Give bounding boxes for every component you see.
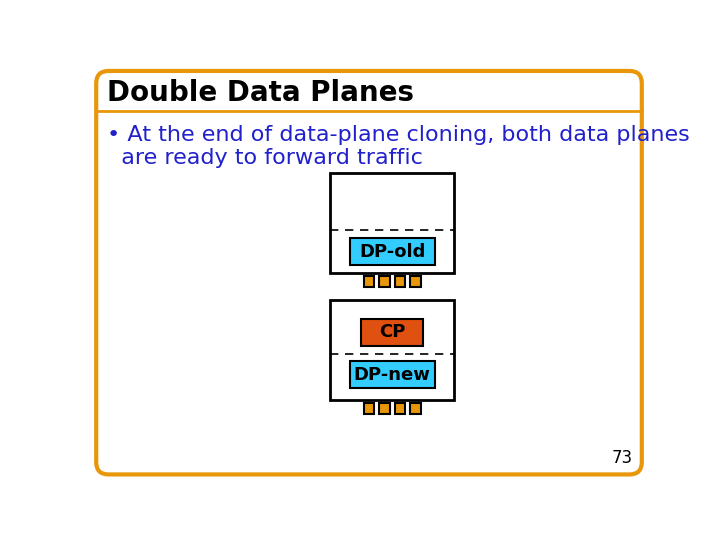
Bar — [379, 276, 390, 287]
FancyBboxPatch shape — [96, 71, 642, 475]
Text: DP-new: DP-new — [354, 366, 431, 384]
Text: are ready to forward traffic: are ready to forward traffic — [107, 148, 423, 168]
Bar — [364, 403, 374, 414]
Text: CP: CP — [379, 323, 405, 341]
Bar — [361, 319, 423, 346]
Bar — [330, 173, 454, 273]
Text: • At the end of data-plane cloning, both data planes: • At the end of data-plane cloning, both… — [107, 125, 690, 145]
Bar — [410, 276, 421, 287]
Bar — [350, 361, 435, 388]
Bar — [410, 403, 421, 414]
Bar — [379, 403, 390, 414]
Text: 73: 73 — [611, 449, 632, 467]
Text: DP-old: DP-old — [359, 242, 426, 260]
Bar — [395, 403, 405, 414]
Text: Double Data Planes: Double Data Planes — [107, 78, 414, 106]
Bar — [350, 238, 435, 265]
Bar — [330, 300, 454, 400]
Bar — [395, 276, 405, 287]
Bar — [364, 276, 374, 287]
